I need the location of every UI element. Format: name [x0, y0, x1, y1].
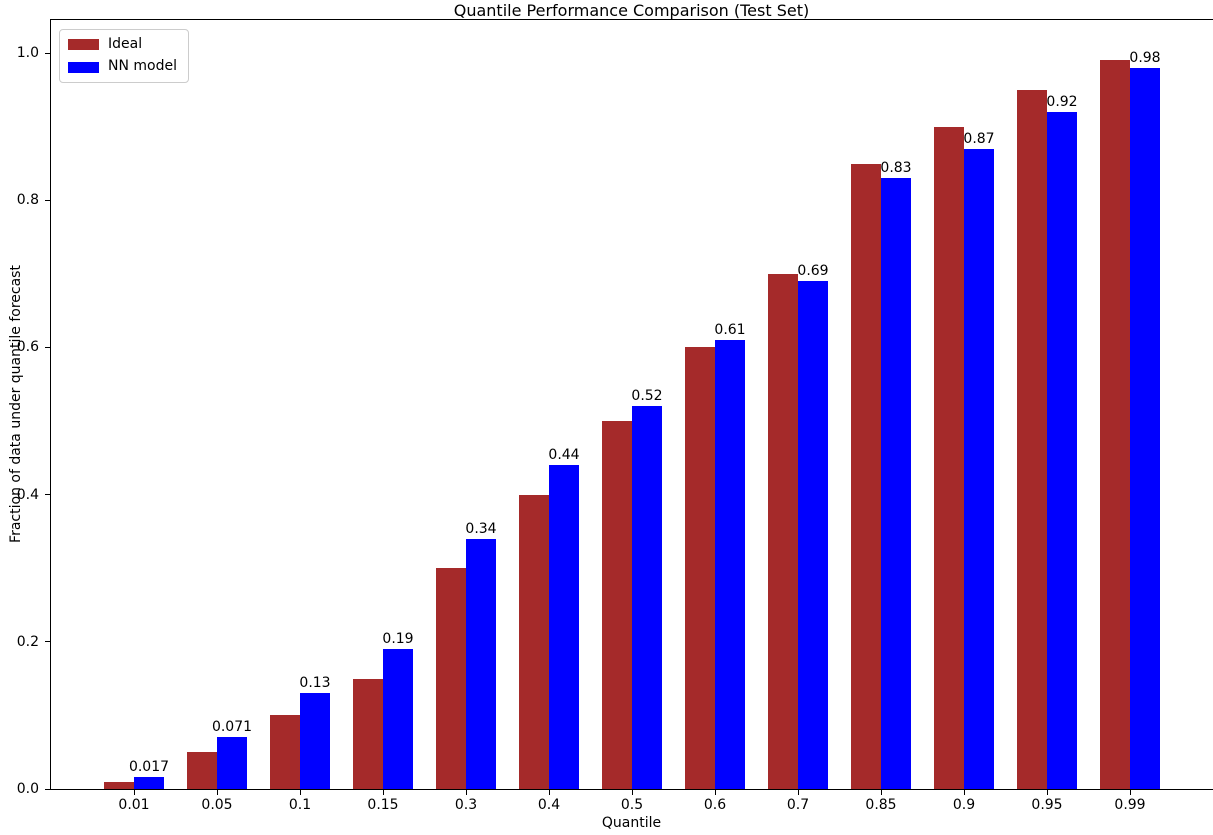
bar-ideal: [768, 273, 798, 789]
x-tick-label: 0.3: [454, 797, 478, 813]
x-tick-mark: [549, 790, 550, 795]
x-tick-mark: [881, 790, 882, 795]
y-tick-label: 0.4: [16, 486, 39, 503]
bar-nn-model: [632, 406, 662, 789]
legend-label: NN model: [108, 58, 177, 75]
legend-label: Ideal: [108, 36, 143, 52]
x-tick-label: 0.1: [288, 797, 312, 813]
bar-value-label: 0.13: [299, 675, 331, 692]
bar-nn-model: [798, 281, 828, 789]
x-tick-label: 0.5: [620, 797, 644, 813]
x-tick-label: 0.05: [201, 797, 233, 813]
x-tick-mark: [632, 790, 633, 795]
bar-nn-model: [549, 465, 579, 789]
legend-swatch-ideal: [68, 39, 99, 51]
bar-nn-model: [134, 776, 164, 789]
bar-value-label: 0.52: [631, 388, 663, 405]
bar-value-label: 0.87: [963, 130, 995, 147]
bar-nn-model: [300, 693, 330, 789]
bar-ideal: [602, 421, 632, 789]
x-tick-label: 0.99: [1114, 797, 1146, 813]
x-tick-label: 0.95: [1031, 797, 1063, 813]
x-axis-label: Quantile: [601, 815, 662, 831]
x-tick-mark: [217, 790, 218, 795]
y-tick-label: 0.2: [16, 633, 39, 650]
bar-value-label: 0.19: [382, 631, 414, 648]
x-tick-mark: [798, 790, 799, 795]
bar-ideal: [851, 163, 881, 789]
bar-ideal: [1017, 89, 1047, 789]
y-tick-mark: [45, 641, 50, 643]
bar-value-label: 0.83: [880, 160, 912, 177]
bar-nn-model: [881, 178, 911, 789]
y-tick-mark: [45, 52, 50, 54]
chart-title: Quantile Performance Comparison (Test Se…: [453, 1, 810, 20]
bar-nn-model: [217, 736, 247, 789]
y-tick-mark: [45, 788, 50, 790]
x-tick-label: 0.4: [537, 797, 561, 813]
y-tick-label: 0.0: [16, 781, 39, 797]
x-tick-mark: [1130, 790, 1131, 795]
x-tick-label: 0.6: [703, 797, 727, 813]
bar-ideal: [934, 126, 964, 789]
bar-ideal: [519, 494, 549, 789]
x-tick-label: 0.7: [786, 797, 810, 813]
bar-nn-model: [964, 148, 994, 789]
y-tick-label: 1.0: [16, 45, 39, 62]
bar-value-label: 0.071: [211, 718, 253, 735]
x-tick-mark: [383, 790, 384, 795]
bar-value-label: 0.69: [797, 263, 829, 280]
bar-ideal: [353, 678, 383, 789]
bar-nn-model: [715, 340, 745, 789]
bar-ideal: [104, 781, 134, 789]
x-tick-mark: [715, 790, 716, 795]
plot-area: Ideal NN model 0.0 0.2 0.4 0.6 0.8 1.0 0.01 0.01…: [17, 19, 1213, 812]
y-tick-mark: [45, 494, 50, 496]
bar-ideal: [270, 715, 300, 789]
x-tick-mark: [964, 790, 965, 795]
x-tick-mark: [466, 790, 467, 795]
x-tick-mark: [1047, 790, 1048, 795]
bar-value-label: 0.34: [465, 520, 497, 537]
y-tick-mark: [45, 199, 50, 201]
x-tick-mark: [134, 790, 135, 795]
bar-nn-model: [1047, 112, 1077, 789]
bar-ideal: [436, 568, 466, 789]
x-tick-label: 0.85: [865, 797, 897, 813]
y-tick-label: 0.8: [16, 192, 39, 209]
x-tick-mark: [300, 790, 301, 795]
bar-ideal: [1100, 60, 1130, 789]
x-tick-label: 0.9: [952, 797, 976, 813]
bar-value-label: 0.61: [714, 322, 746, 339]
bar-nn-model: [383, 649, 413, 789]
y-tick-mark: [45, 346, 50, 348]
legend-entry: Ideal: [68, 36, 177, 52]
bar-value-label: 0.017: [128, 758, 170, 775]
legend-swatch-nn-model: [68, 61, 99, 73]
bar-nn-model: [1130, 67, 1160, 789]
bar-value-label: 0.92: [1046, 94, 1078, 110]
legend-entry: NN model: [68, 58, 177, 75]
bar-value-label: 0.44: [548, 447, 580, 464]
bar-ideal: [685, 347, 715, 789]
bar-value-label: 0.98: [1129, 49, 1161, 66]
bar-ideal: [187, 752, 217, 789]
x-tick-label: 0.15: [367, 797, 399, 813]
bar-nn-model: [466, 538, 496, 789]
legend: Ideal NN model: [59, 29, 189, 83]
y-tick-label: 0.6: [16, 339, 39, 356]
x-tick-label: 0.01: [118, 797, 150, 813]
